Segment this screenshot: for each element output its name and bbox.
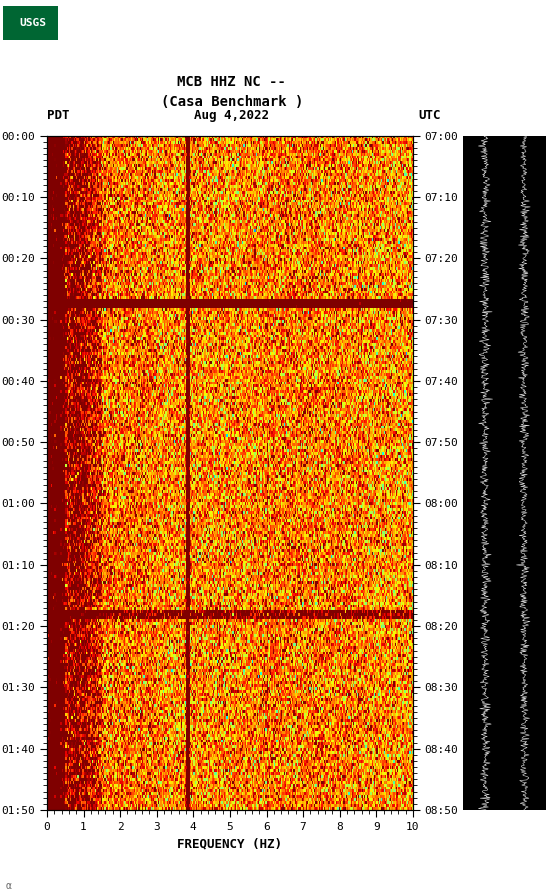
Text: α: α — [6, 881, 12, 891]
Text: UTC: UTC — [418, 109, 441, 122]
Text: MCB HHZ NC --: MCB HHZ NC -- — [177, 75, 286, 89]
Text: PDT: PDT — [47, 109, 70, 122]
Text: Aug 4,2022: Aug 4,2022 — [194, 109, 269, 122]
X-axis label: FREQUENCY (HZ): FREQUENCY (HZ) — [177, 838, 283, 850]
Text: (Casa Benchmark ): (Casa Benchmark ) — [161, 95, 303, 109]
Text: USGS: USGS — [20, 18, 46, 29]
